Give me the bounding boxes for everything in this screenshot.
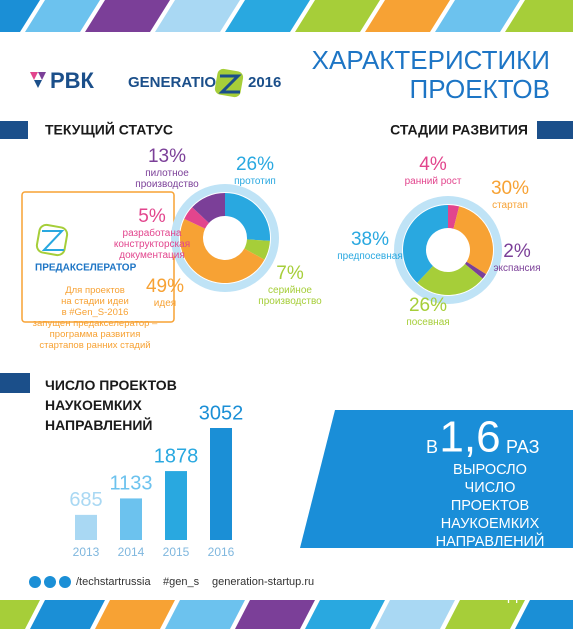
donut-slice	[192, 193, 225, 223]
donut-slice	[464, 261, 486, 279]
bar	[75, 514, 97, 540]
donut-slice	[448, 205, 460, 229]
section-title: СТАДИИ РАЗВИТИЯ	[390, 122, 528, 138]
slice-value-label: 13%	[148, 146, 186, 167]
section-bar	[0, 121, 28, 139]
slice-label: пилотное производство	[135, 168, 199, 190]
donut-slice	[244, 239, 270, 260]
section-title: ЧИСЛО ПРОЕКТОВ НАУКОЕМКИХ НАПРАВЛЕНИЙ	[45, 377, 177, 433]
bar-value-label: 685	[69, 489, 102, 511]
bar-value-label: 1878	[154, 445, 199, 467]
generation-z	[218, 74, 242, 94]
donut-outer-ring	[171, 184, 279, 292]
donut-outer-ring	[394, 196, 502, 304]
highlight-text: ВЫРОСЛО ЧИСЛО ПРОЕКТОВ НАУКОЕМКИХ НАПРАВ…	[435, 462, 545, 604]
x-tick-label: 2014	[118, 545, 145, 559]
x-tick-label: 2016	[208, 545, 235, 559]
bar-value-label: 3052	[199, 402, 244, 424]
rvk-logo-mark	[30, 72, 46, 88]
slice-value-label: 49%	[146, 276, 184, 297]
donut-slice	[453, 206, 493, 275]
slice-label: предпосевная	[337, 251, 403, 262]
slice-label: серийное производство	[258, 285, 322, 307]
preaccelerator-box	[21, 191, 175, 323]
highlight-box	[300, 410, 573, 548]
slice-value-label: 26%	[236, 154, 274, 175]
slice-value-label: 30%	[491, 178, 529, 199]
donut-slice	[403, 205, 448, 283]
donut-slice	[179, 218, 265, 284]
slice-label: прототип	[234, 176, 276, 187]
donut-slice	[225, 193, 270, 241]
bottom-stripes	[0, 600, 573, 629]
section-bar	[0, 373, 30, 393]
bar	[210, 428, 232, 540]
slice-label: посевная	[406, 317, 450, 328]
slice-label: идея	[153, 298, 177, 309]
bar	[120, 498, 142, 540]
generation: GENERATION	[128, 74, 227, 91]
x-tick-label: 2015	[163, 545, 190, 559]
slice-label: стартап	[492, 200, 528, 211]
slice-value-label: 7%	[276, 263, 304, 284]
highlight-number: 1,6	[439, 413, 500, 462]
slice-value-label: 26%	[409, 295, 447, 316]
bar-value-label: 1133	[109, 473, 152, 495]
preaccelerator-name: ПРЕДАКСЕЛЕРАТОР	[35, 263, 137, 274]
highlight-suffix: РАЗ	[506, 437, 539, 457]
slice-label: экспансия	[493, 263, 541, 274]
donut-slice	[184, 207, 209, 229]
top-stripes	[0, 0, 573, 32]
preaccelerator-text: Для проектов на стадии идеи в #Gen_S-201…	[32, 285, 158, 351]
slice-value-label: 5%	[138, 206, 166, 227]
page-title: ХАРАКТЕРИСТИКИ	[312, 45, 550, 75]
slice-value-label: 4%	[419, 154, 447, 175]
footer-hashtag: #gen_s	[163, 576, 200, 588]
slice-value-label: 2%	[503, 241, 531, 262]
year: 2016	[248, 74, 281, 91]
slice-label: разработана конструкторская документация	[113, 228, 191, 261]
preaccelerator-logo	[35, 223, 69, 257]
bar	[165, 471, 187, 540]
section-title: ТЕКУЩИЙ СТАТУС	[45, 121, 173, 138]
highlight-prefix: В	[426, 437, 438, 457]
footer-handle: /techstartrussia	[76, 576, 151, 588]
social-icons	[29, 576, 71, 588]
donut-slice	[417, 264, 483, 296]
page-title: ПРОЕКТОВ	[410, 74, 550, 104]
slice-label: ранний рост	[404, 176, 462, 187]
logo: РВК	[50, 68, 95, 93]
section-bar	[537, 121, 573, 139]
footer-site: generation-startup.ru	[212, 576, 314, 588]
x-tick-label: 2013	[73, 545, 100, 559]
slice-value-label: 38%	[351, 229, 389, 250]
